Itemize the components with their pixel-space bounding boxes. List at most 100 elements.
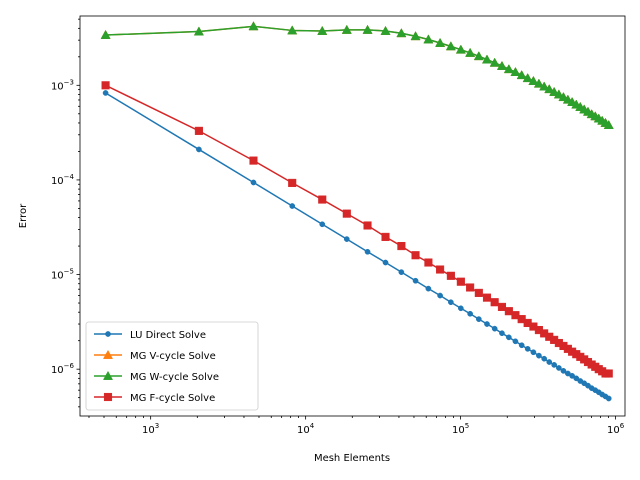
data-point-0-2: [250, 179, 257, 186]
data-point-3-16: [482, 293, 492, 302]
data-point-2-3: [287, 25, 298, 35]
data-point-0-8: [398, 269, 405, 276]
legend-entry-1: MG V-cycle Solve: [94, 349, 216, 362]
data-point-3-14: [466, 283, 475, 292]
plot-border: [79, 15, 626, 417]
data-point-0-22: [524, 345, 531, 352]
data-point-0-26: [546, 359, 553, 365]
ticks-layer: 103 104 105 106 10−6 10−5 10−4 10−3: [51, 18, 625, 436]
data-point-0-4: [319, 221, 326, 228]
y-tick-label-0: 10−6: [51, 362, 75, 376]
data-point-2-26: [544, 84, 555, 94]
data-point-3-6: [363, 221, 372, 230]
data-point-2-2: [248, 21, 259, 31]
data-point-0-18: [499, 330, 505, 337]
series-0: [102, 90, 612, 402]
data-point-2-24: [533, 78, 544, 88]
data-point-0-27: [551, 362, 558, 368]
data-point-0-23: [530, 349, 537, 356]
data-point-3-9: [411, 251, 420, 260]
data-point-0-11: [437, 292, 443, 299]
data-point-3-2: [249, 156, 258, 165]
legend-label-2: MG W-cycle Solve: [130, 372, 219, 383]
data-point-2-19: [503, 64, 514, 74]
data-point-0-5: [343, 236, 350, 242]
y-tick-label-2: 10−4: [51, 173, 75, 187]
data-point-2-25: [539, 81, 550, 91]
data-point-0-31: [569, 373, 575, 379]
data-point-3-3: [288, 178, 297, 187]
data-point-0-9: [412, 277, 419, 284]
data-point-2-17: [489, 57, 500, 67]
legend-marker-2: [102, 370, 114, 380]
x-tick-label-3: 106: [607, 422, 625, 436]
legend-entry-2: MG W-cycle Solve: [94, 370, 219, 383]
data-point-0-1: [196, 146, 202, 153]
data-point-0-25: [541, 355, 548, 362]
data-point-3-12: [446, 271, 455, 280]
data-point-3-1: [194, 126, 203, 135]
y-tick-label-3: 10−3: [51, 78, 74, 92]
data-point-3-10: [424, 258, 433, 267]
data-point-2-22: [522, 73, 533, 83]
data-point-2-8: [396, 28, 407, 38]
data-point-2-1: [193, 26, 204, 36]
data-point-0-16: [484, 321, 490, 327]
data-point-0-0: [102, 90, 109, 96]
data-point-3-17: [490, 298, 499, 307]
legend-marker-0: [105, 331, 111, 337]
data-point-2-21: [516, 70, 527, 80]
data-point-3-7: [381, 232, 390, 241]
data-point-3-4: [318, 195, 327, 204]
data-point-2-20: [510, 66, 521, 76]
data-point-0-15: [475, 316, 482, 322]
data-point-3-13: [456, 277, 465, 286]
data-point-0-28: [556, 365, 562, 371]
data-point-0-19: [506, 334, 512, 341]
data-point-0-20: [512, 338, 519, 345]
legend-entry-0: LU Direct Solve: [94, 330, 206, 341]
series-layer: [100, 21, 614, 402]
data-point-3-5: [342, 209, 351, 218]
data-point-2-4: [317, 25, 328, 35]
legend-label-3: MG F-cycle Solve: [130, 393, 215, 404]
legend: LU Direct Solve MG V-cycle Solve MG W-cycl…: [85, 321, 259, 411]
data-point-2-9: [410, 31, 421, 41]
x-tick-label-1: 104: [297, 422, 315, 436]
legend-marker-3: [103, 392, 113, 402]
data-point-2-10: [423, 34, 434, 44]
data-point-0-41: [605, 395, 612, 402]
data-point-0-10: [425, 285, 432, 292]
data-point-0-30: [565, 370, 571, 377]
series-3: [101, 81, 613, 378]
data-point-2-7: [380, 25, 391, 35]
data-point-2-27: [549, 86, 560, 96]
data-point-3-8: [397, 242, 406, 251]
data-point-3-18: [497, 302, 507, 311]
data-point-2-11: [435, 37, 446, 47]
data-point-2-28: [553, 89, 564, 99]
x-axis-label: Mesh Elements: [314, 453, 390, 464]
data-point-3-15: [474, 288, 483, 297]
legend-box: [85, 321, 259, 411]
data-point-0-21: [518, 342, 525, 349]
data-point-0-13: [458, 305, 464, 312]
data-point-0-32: [573, 375, 580, 382]
data-point-0-17: [491, 325, 498, 332]
legend-marker-1: [102, 349, 114, 359]
legend-label-1: MG V-cycle Solve: [130, 351, 216, 362]
data-point-0-7: [382, 259, 389, 266]
data-point-0-24: [536, 352, 542, 359]
data-point-2-0: [100, 29, 111, 39]
data-point-0-6: [364, 248, 371, 255]
x-tick-label-0: 103: [142, 422, 159, 436]
legend-label-0: LU Direct Solve: [130, 330, 206, 341]
data-point-2-6: [362, 24, 373, 34]
data-point-0-3: [289, 203, 296, 209]
y-axis-label: Error: [18, 203, 29, 228]
series-2: [100, 21, 614, 129]
data-point-3-0: [101, 81, 110, 90]
data-point-0-12: [448, 299, 454, 306]
data-point-2-41: [603, 119, 614, 129]
